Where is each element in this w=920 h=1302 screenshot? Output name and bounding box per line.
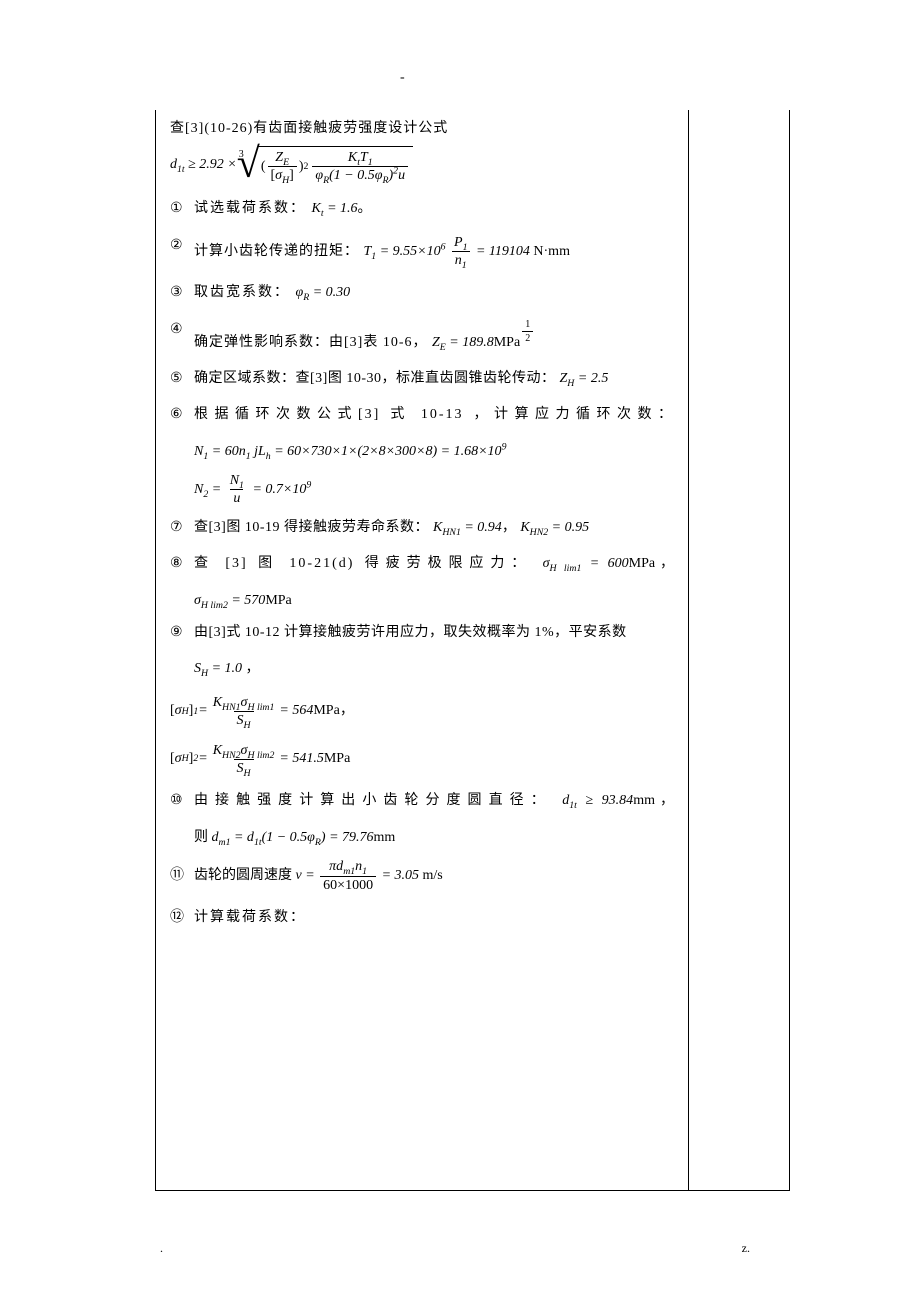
formula-line: N1 = 60n1 jLh = 60×730×1×(2×8×300×8) = 1… <box>194 441 674 463</box>
item-marker: ⑤ <box>170 368 194 390</box>
item-marker: ② <box>170 235 194 257</box>
list-item: ⑨ 由[3]式 10-12 计算接触疲劳许用应力，取失效概率为 1%，平安系数 <box>170 622 674 644</box>
formula-line: σH lim2 = 570MPa <box>194 590 674 612</box>
item-marker: ⑩ <box>170 790 194 812</box>
list-item: ⑤ 确定区域系数：查[3]图 10-30，标准直齿圆锥齿轮传动： ZH = 2.… <box>170 368 674 390</box>
list-item: ⑩ 由接触强度计算出小齿轮分度圆直径： d1t ≥ 93.84mm， <box>170 790 674 812</box>
list-item: ② 计算小齿轮传递的扭矩： T1 = 9.55×106 P1n1 = 11910… <box>170 235 674 269</box>
item-marker: ④ <box>170 319 194 341</box>
formula-line: SH = 1.0 ， <box>194 658 674 680</box>
formula-line: N2 = N1u = 0.7×109 <box>194 473 674 507</box>
right-column <box>689 110 789 1190</box>
main-formula: d1t ≥ 2.92 × √3 ( ZE [σH] )2 KtT1 φR(1 −… <box>170 146 674 184</box>
footer-right: z. <box>742 1241 750 1256</box>
document-page: - 查[3](10-26)有齿面接触疲劳强度设计公式 d1t ≥ 2.92 × … <box>0 0 920 1302</box>
list-item: ① 试选载荷系数： Kt = 1.6。 <box>170 198 674 220</box>
list-item: ④ 确定弹性影响系数：由[3]表 10-6， ZE = 189.8MPa12 <box>170 319 674 354</box>
formula-line: 则 dm1 = d1t(1 − 0.5φR) = 79.76mm <box>194 827 674 849</box>
footer-left: . <box>160 1241 163 1256</box>
list-item: ⑥ 根据循环次数公式[3] 式 10-13 ，计算应力循环次数： <box>170 404 674 426</box>
list-item: ⑧ 查 [3] 图 10-21(d) 得疲劳极限应力： σH lim1 = 60… <box>170 553 674 575</box>
list-item: ⑫ 计算载荷系数： <box>170 907 674 929</box>
item-marker: ⑪ <box>170 865 194 887</box>
item-marker: ⑥ <box>170 404 194 426</box>
sigma-formula: [σH]2 = KHN2σH lim2SH = 541.5MPa <box>170 743 674 777</box>
content-table: 查[3](10-26)有齿面接触疲劳强度设计公式 d1t ≥ 2.92 × √3… <box>155 110 790 1191</box>
sigma-formula: [σH]1 = KHN1σH lim1SH = 564MPa ， <box>170 695 674 729</box>
item-marker: ③ <box>170 282 194 304</box>
list-item: ③ 取齿宽系数： φR = 0.30 <box>170 282 674 304</box>
list-item: ⑦ 查[3]图 10-19 得接触疲劳寿命系数： KHN1 = 0.94， KH… <box>170 517 674 539</box>
item-marker: ⑨ <box>170 622 194 644</box>
item-marker: ⑫ <box>170 907 194 929</box>
left-column: 查[3](10-26)有齿面接触疲劳强度设计公式 d1t ≥ 2.92 × √3… <box>156 110 689 1190</box>
item-marker: ⑦ <box>170 517 194 539</box>
header-mark: - <box>400 70 405 86</box>
item-marker: ① <box>170 198 194 220</box>
item-marker: ⑧ <box>170 553 194 575</box>
intro-line: 查[3](10-26)有齿面接触疲劳强度设计公式 <box>170 118 674 140</box>
list-item: ⑪ 齿轮的圆周速度 v = πdm1n160×1000 = 3.05 m/s <box>170 859 674 893</box>
